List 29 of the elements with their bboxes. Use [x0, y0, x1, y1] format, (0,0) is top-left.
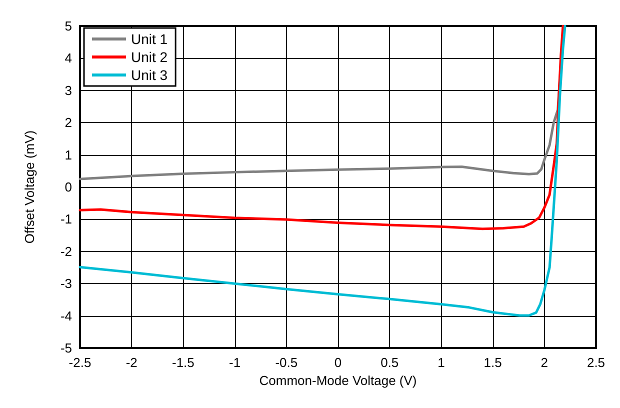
y-tick-label: 5 — [64, 18, 72, 34]
line-series — [78, 24, 564, 230]
legend-label: Unit 2 — [131, 49, 168, 65]
y-tick-label: 1 — [64, 147, 72, 162]
y-tick-label: 3 — [64, 82, 72, 98]
x-tick-label: -2 — [126, 355, 138, 370]
x-tick-label: -1 — [229, 355, 241, 370]
legend-label: Unit 3 — [131, 67, 168, 83]
y-tick-label: -3 — [60, 276, 72, 292]
x-axis-title: Common-Mode Voltage (V) — [259, 372, 417, 388]
x-tick-label: 1.5 — [484, 355, 502, 370]
y-tick-label: -4 — [60, 308, 72, 324]
x-tick-label: 0.5 — [380, 355, 399, 370]
y-tick-label: -5 — [60, 340, 72, 356]
x-tick-label: 1 — [438, 355, 445, 370]
x-tick-label: -1.5 — [172, 355, 194, 370]
x-tick-label: -2.5 — [68, 355, 92, 370]
y-tick-label: 0 — [64, 180, 72, 194]
legend-label: Unit 1 — [131, 31, 168, 47]
y-tick-label: -2 — [60, 244, 72, 259]
x-tick-label: 2 — [540, 355, 548, 370]
y-axis-title: Offset Voltage (mV) — [22, 130, 37, 244]
line-series — [78, 24, 566, 317]
x-tick-label: -0.5 — [275, 355, 298, 370]
y-tick-label: 2 — [64, 115, 72, 130]
x-tick-label: 0 — [334, 355, 342, 370]
y-tick-label: 4 — [64, 50, 72, 66]
y-tick-label: -1 — [60, 212, 72, 227]
x-tick-label: 2.5 — [586, 355, 606, 370]
